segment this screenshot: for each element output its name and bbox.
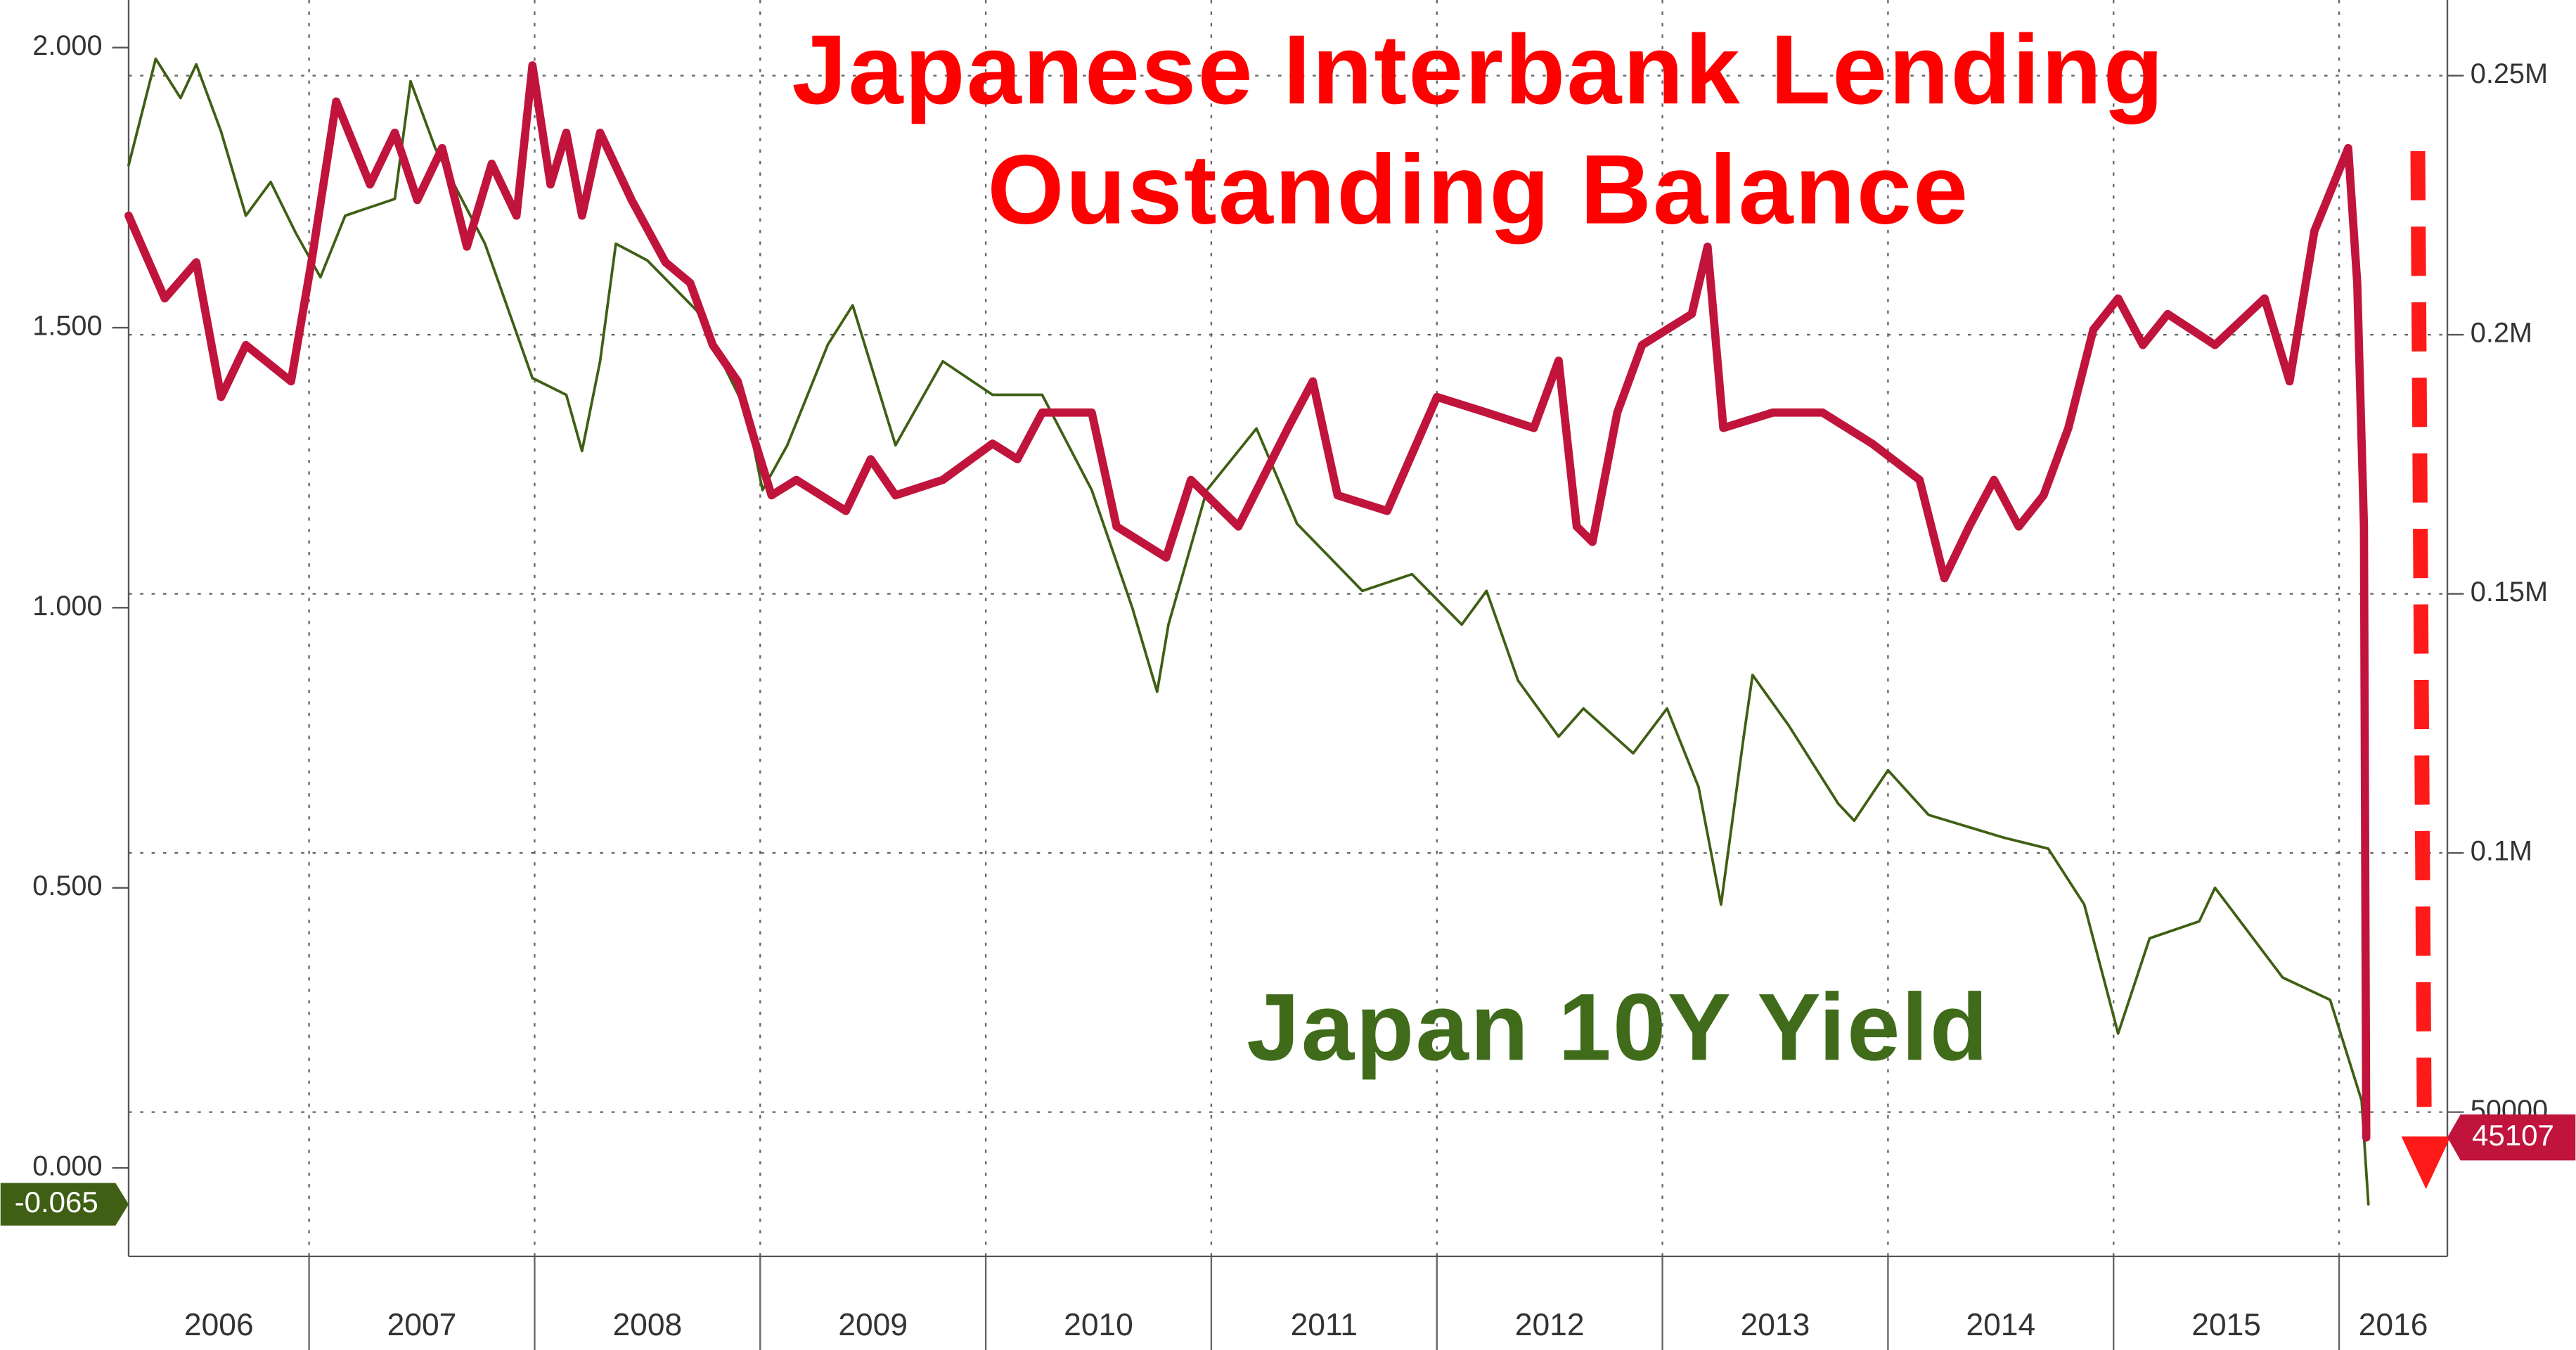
y-tick-label: 0.500 bbox=[32, 870, 102, 901]
y-tick-label: 0.000 bbox=[32, 1150, 102, 1181]
x-tick-label: 2006 bbox=[184, 1308, 254, 1342]
arrow-shaft bbox=[2410, 150, 2432, 1133]
y2-tick-label: 0.25M bbox=[2471, 58, 2548, 89]
y2-tick-label: 0.2M bbox=[2471, 318, 2532, 349]
lines bbox=[124, 57, 2371, 1206]
series-annotation: Japan 10Y Yield bbox=[1247, 973, 1990, 1080]
last-value-label: 45107 bbox=[2472, 1119, 2554, 1152]
x-tick-label: 2011 bbox=[1291, 1308, 1358, 1342]
x-tick-label: 2013 bbox=[1741, 1308, 1810, 1342]
x-tick-label: 2009 bbox=[838, 1308, 908, 1342]
series-line bbox=[127, 57, 2370, 1206]
x-tick-label: 2012 bbox=[1515, 1308, 1585, 1342]
series-line bbox=[124, 61, 2371, 1142]
x-tick-label: 2016 bbox=[2359, 1308, 2428, 1342]
y-tick-label: 2.000 bbox=[32, 30, 102, 61]
x-tick-label: 2007 bbox=[387, 1308, 457, 1342]
title-annotation: Japanese Interbank Lending Oustanding Ba… bbox=[792, 15, 2165, 245]
y2-tick-label: 0.1M bbox=[2471, 836, 2532, 867]
drop-arrow bbox=[2401, 150, 2451, 1190]
grid bbox=[112, 0, 2464, 1350]
labels: 2006 2007 2008 2009 2010 2011 2012 2013 2014 2015… bbox=[0, 30, 2576, 1342]
arrow-head bbox=[2401, 1136, 2451, 1190]
last-value-label: -0.065 bbox=[15, 1185, 98, 1219]
last-value-box bbox=[2447, 1114, 2576, 1161]
y-tick-label: 1.000 bbox=[32, 591, 102, 622]
x-tick-label: 2010 bbox=[1064, 1308, 1133, 1342]
y2-tick-label: 0.15M bbox=[2471, 577, 2548, 608]
series-annotation: Japanese Interbank Lending Oustanding Ba… bbox=[792, 15, 2165, 245]
y-tick-label: 1.500 bbox=[32, 311, 102, 342]
last-value-box bbox=[0, 1183, 129, 1226]
x-tick-label: 2008 bbox=[613, 1308, 683, 1342]
x-tick-label: 2015 bbox=[2191, 1308, 2261, 1342]
x-tick-label: 2014 bbox=[1966, 1308, 2035, 1342]
